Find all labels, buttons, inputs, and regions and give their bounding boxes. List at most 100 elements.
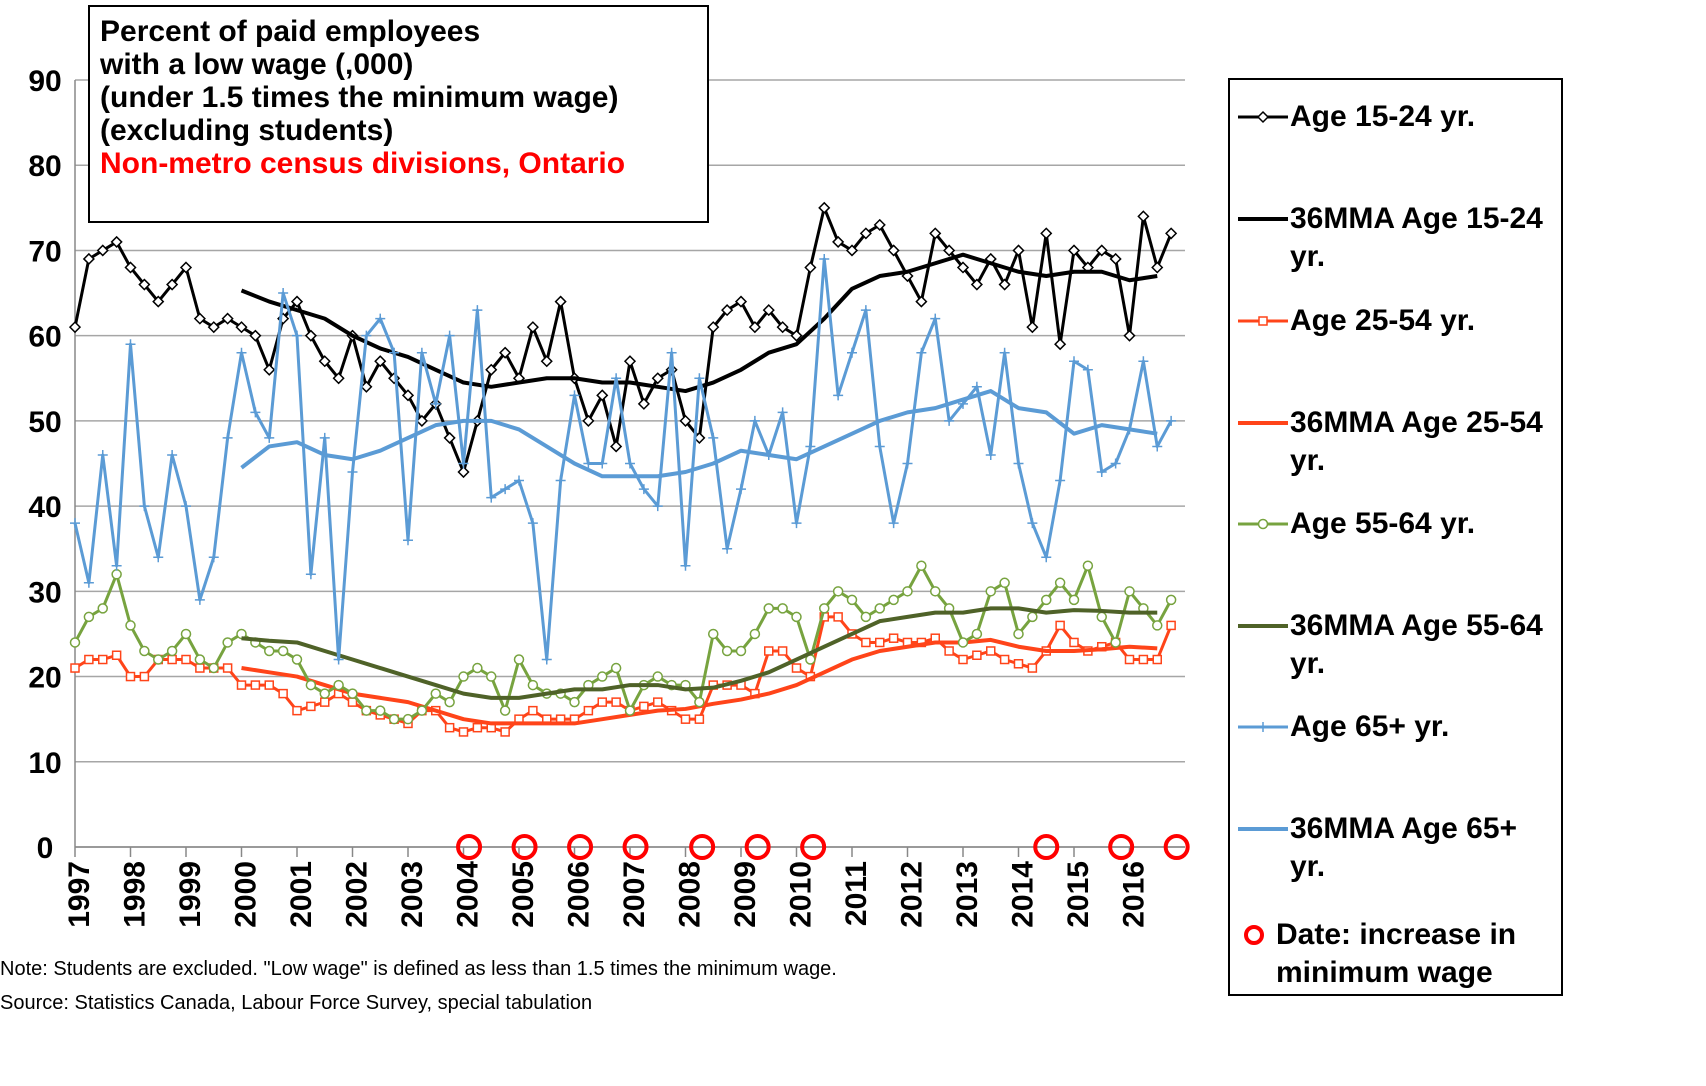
marker <box>622 834 649 860</box>
marker <box>1033 834 1060 860</box>
marker <box>638 484 649 495</box>
marker <box>1096 467 1107 478</box>
marker <box>1109 252 1122 266</box>
legend-entry: 36MMA Age 55-64 yr. <box>1236 607 1556 683</box>
marker <box>374 355 387 368</box>
marker <box>1068 594 1080 606</box>
marker <box>1027 663 1038 673</box>
marker <box>679 414 692 427</box>
marker <box>791 663 802 673</box>
legend-entry: 36MMA Age 25-54 yr. <box>1236 404 1556 480</box>
marker <box>500 484 511 495</box>
marker <box>375 705 386 716</box>
marker <box>707 321 720 334</box>
marker <box>652 501 663 512</box>
marker <box>1013 458 1024 469</box>
marker <box>125 620 136 631</box>
marker <box>1151 261 1164 274</box>
marker <box>139 671 150 682</box>
marker <box>347 467 358 478</box>
marker <box>1013 659 1024 669</box>
marker <box>456 834 483 860</box>
marker <box>1054 577 1066 589</box>
marker <box>929 227 942 240</box>
marker <box>415 414 428 427</box>
y-tick-label: 0 <box>37 832 54 865</box>
legend-label: Age 55-64 yr. <box>1290 507 1476 540</box>
marker <box>500 727 510 737</box>
marker <box>611 373 622 384</box>
legend-swatch <box>1238 827 1288 831</box>
marker <box>736 484 746 495</box>
marker <box>1012 244 1025 257</box>
marker <box>708 432 719 443</box>
marker <box>444 722 455 733</box>
marker <box>800 834 827 860</box>
y-tick-label: 80 <box>28 150 61 183</box>
x-tick-label: 2004 <box>452 861 485 928</box>
legend-label: 36MMA Age 65+ yr. <box>1290 812 1518 883</box>
marker <box>361 330 372 341</box>
marker <box>777 407 788 418</box>
marker <box>319 688 330 699</box>
marker <box>98 654 108 665</box>
marker <box>193 312 206 325</box>
marker <box>221 312 234 325</box>
title-box: Percent of paid employees with a low wag… <box>88 5 709 223</box>
marker <box>333 654 344 665</box>
marker <box>567 834 594 860</box>
marker <box>458 458 469 469</box>
marker <box>887 244 900 257</box>
marker <box>443 431 456 444</box>
marker <box>1138 356 1149 367</box>
legend-swatch <box>1238 110 1288 124</box>
marker <box>180 628 192 640</box>
marker <box>1258 316 1268 326</box>
x-tick-label: 2015 <box>1062 861 1095 928</box>
marker <box>208 662 219 674</box>
marker <box>985 586 996 597</box>
marker <box>943 244 956 257</box>
marker <box>597 458 608 469</box>
marker <box>610 440 623 453</box>
marker <box>944 646 954 656</box>
note: Source: Statistics Canada, Labour Force … <box>0 992 593 1014</box>
x-tick-label: 2001 <box>285 861 318 928</box>
marker <box>623 355 637 368</box>
title-line: with a low wage (,000) <box>100 48 414 81</box>
series-line <box>241 606 1158 700</box>
marker <box>319 432 330 443</box>
marker <box>70 663 80 673</box>
marker <box>999 577 1010 589</box>
title-line: Percent of paid employees <box>100 15 481 48</box>
x-tick-label: 1999 <box>174 861 207 928</box>
marker <box>511 834 538 860</box>
marker <box>597 671 608 682</box>
marker <box>972 650 982 660</box>
marker <box>569 696 580 708</box>
marker <box>250 407 261 418</box>
marker <box>873 218 886 231</box>
marker <box>249 329 262 342</box>
marker <box>1137 210 1150 223</box>
marker <box>611 697 621 707</box>
marker <box>916 347 927 358</box>
x-tick-label: 2013 <box>951 861 984 928</box>
marker <box>582 414 595 427</box>
marker <box>583 458 594 469</box>
x-tick-label: 2005 <box>507 861 540 928</box>
marker <box>472 662 483 674</box>
marker <box>860 611 872 623</box>
series-line <box>240 389 1158 479</box>
marker <box>1108 834 1135 860</box>
marker <box>528 705 538 716</box>
marker <box>166 645 178 657</box>
marker <box>332 372 345 385</box>
x-tick-label: 2014 <box>1007 861 1040 928</box>
marker <box>986 646 996 656</box>
marker <box>278 688 288 699</box>
marker <box>347 688 358 699</box>
marker <box>1124 654 1135 665</box>
marker <box>306 701 316 712</box>
